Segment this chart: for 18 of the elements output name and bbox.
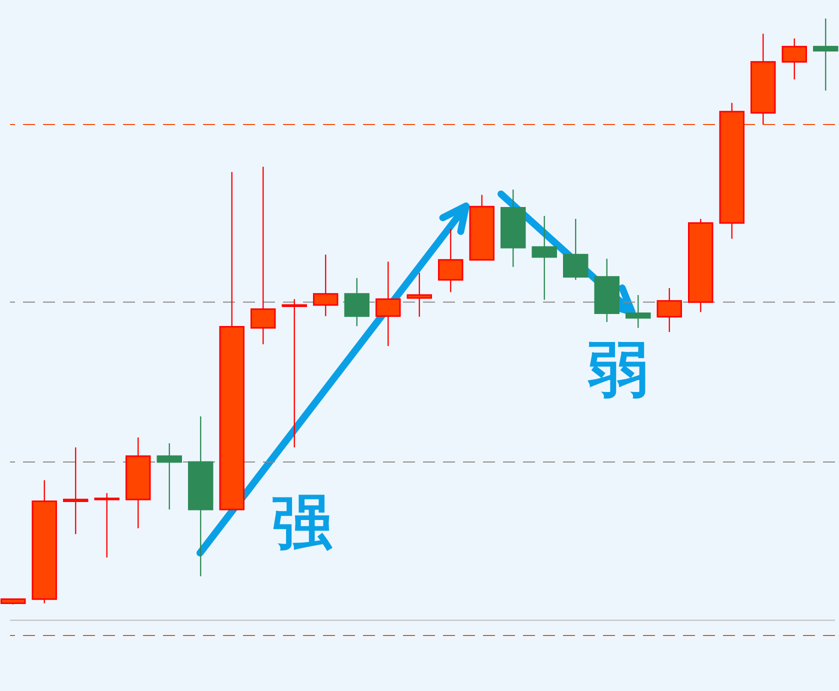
candlestick <box>94 492 120 558</box>
candlestick <box>813 18 838 92</box>
candlestick <box>156 442 182 510</box>
candlestick <box>376 261 401 347</box>
candlestick <box>656 287 682 333</box>
candlestick <box>563 218 588 280</box>
candlestick <box>250 166 276 345</box>
annotation: 强 <box>272 488 333 558</box>
annotation: 弱 <box>587 335 648 405</box>
candlestick <box>344 277 370 327</box>
candlestick <box>782 38 807 80</box>
candlestick <box>626 294 651 328</box>
candlestick <box>313 254 338 317</box>
candlestick <box>406 272 432 318</box>
candlestick <box>63 446 88 535</box>
candlestick <box>282 298 307 448</box>
candlestick <box>438 228 464 293</box>
candlestick <box>532 215 557 300</box>
